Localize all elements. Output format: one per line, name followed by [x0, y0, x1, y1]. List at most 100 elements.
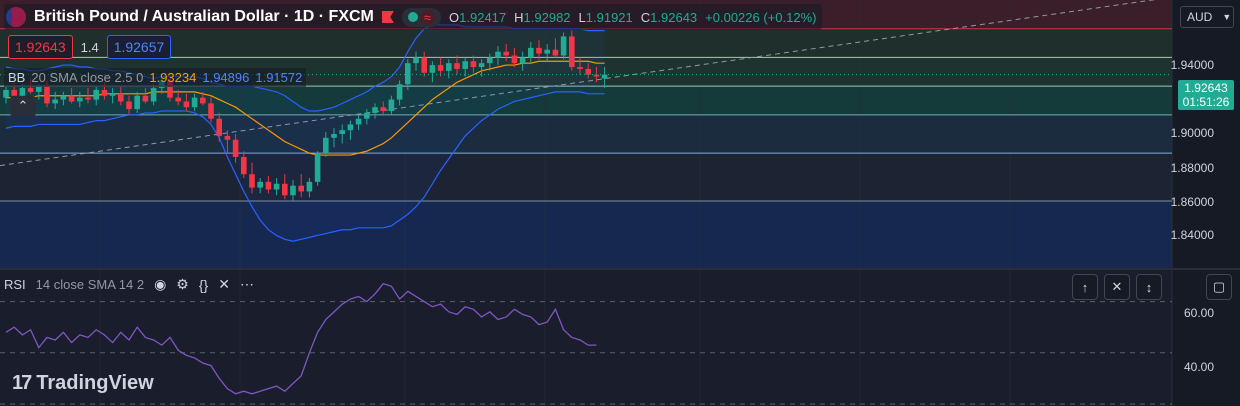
rsi-name: RSI [4, 277, 26, 292]
zone-blue-light [0, 114, 1172, 154]
brand-name: TradingView [36, 372, 154, 394]
bb-basis-value: 1.93234 [149, 70, 197, 85]
buy-button[interactable]: 1.92657 [106, 35, 172, 59]
candle-body [93, 89, 99, 100]
candle-body [265, 181, 272, 190]
rsi-tick: 40.00 [1183, 360, 1214, 374]
candle-body [364, 112, 370, 119]
candle-body [142, 95, 149, 102]
candle-body [224, 135, 231, 140]
pane-maximize: ▢ [1152, 274, 1232, 300]
candle-body [60, 95, 67, 100]
candle-body [109, 93, 116, 96]
candle-body [454, 63, 460, 69]
rsi-pane [0, 282, 1172, 405]
collapse-icon: ⌃ [17, 98, 29, 113]
candle-body [44, 86, 50, 104]
candle-body [85, 97, 91, 100]
candle-body [429, 65, 436, 73]
chart-header: British Pound / Australian Dollar · 1D ·… [4, 4, 823, 30]
candle-body [118, 93, 124, 102]
market-open-icon [407, 12, 418, 22]
bb-name: BB [8, 70, 26, 85]
collapse-legend-button[interactable]: ⌃ [10, 96, 36, 116]
chevron-down-icon: ▼ [1222, 12, 1232, 22]
candle-body [413, 57, 419, 64]
maximize-pane-button[interactable]: ▢ [1206, 274, 1232, 300]
ohlc-change: +0.00226 (+0.12%) [705, 9, 817, 25]
candle-body [601, 74, 608, 79]
candle-body [462, 61, 468, 69]
candle-body [585, 68, 591, 75]
candle-body [372, 107, 378, 113]
candle-body [241, 156, 247, 175]
market-status-pill[interactable]: ≈ [401, 7, 442, 27]
candle-body [593, 74, 600, 77]
price-tick: 1.86000 [1170, 195, 1214, 209]
candle-body [380, 107, 386, 112]
rsi-line [5, 282, 597, 395]
wave-icon: ≈ [419, 9, 436, 25]
candle-body [126, 101, 132, 110]
tradingview-logo[interactable]: 17 TradingView [12, 372, 154, 395]
spread-value: 1.4 [80, 39, 99, 55]
currency-selector[interactable]: AUD ▼ [1180, 6, 1234, 28]
rsi-legend[interactable]: RSI 14 close SMA 14 2 ◉ ⚙ {} ✕ ⋯ [4, 276, 254, 293]
close-icon[interactable]: ✕ [218, 276, 230, 292]
candles [0, 30, 1172, 201]
candle-body [405, 63, 411, 85]
candle-body [470, 61, 477, 67]
candle-body [536, 47, 542, 54]
candle-body [191, 97, 198, 108]
candle-body [519, 57, 526, 64]
price-tick: 1.88000 [1170, 161, 1214, 175]
rsi-tick: 60.00 [1183, 306, 1214, 320]
bb-legend[interactable]: BB 20 SMA close 2.5 0 1.93234 1.94896 1.… [4, 68, 307, 87]
candle-body [487, 57, 493, 64]
price-tick: 1.94000 [1170, 58, 1214, 72]
candle-body [569, 36, 575, 67]
candle-body [36, 86, 42, 92]
candle-body [167, 80, 173, 98]
symbol-title[interactable]: British Pound / Australian Dollar · 1D ·… [34, 8, 374, 25]
ohlc-readout: O1.92417 H1.92982 L1.91921 C1.92643 +0.0… [449, 10, 816, 25]
code-icon[interactable]: {} [198, 276, 209, 293]
candle-body [544, 49, 550, 54]
eye-icon[interactable]: ◉ [154, 276, 167, 292]
bar-countdown: 01:51:26 [1182, 95, 1230, 109]
candle-body [331, 134, 337, 138]
candle-body [478, 63, 485, 67]
move-pane-up-button[interactable]: ↑ [1072, 274, 1098, 300]
collapse-pane-icon: ↕ [1145, 279, 1153, 295]
rsi-params: 14 close SMA 14 2 [35, 277, 145, 292]
candle-body [323, 137, 329, 154]
candle-body [314, 153, 321, 182]
arrow-up-icon: ↑ [1081, 279, 1089, 295]
candle-body [175, 97, 181, 102]
flag-marker-icon[interactable] [381, 11, 394, 23]
price-tick: 1.84000 [1170, 228, 1214, 242]
candle-body [216, 118, 222, 136]
candle-body [3, 89, 9, 98]
candle-body [552, 49, 559, 56]
candle-body [27, 88, 34, 92]
candle-body [388, 99, 395, 112]
settings-icon[interactable]: ⚙ [176, 276, 189, 292]
zone-green [0, 28, 1172, 58]
candle-body [150, 88, 157, 102]
candle-body [421, 57, 427, 73]
candle-body [273, 183, 280, 190]
current-price-label: 1.92643 01:51:26 [1178, 80, 1234, 110]
collapse-pane-button[interactable]: ↕ [1136, 274, 1162, 300]
sell-button[interactable]: 1.92643 [8, 35, 73, 59]
delete-pane-button[interactable]: ✕ [1104, 274, 1130, 300]
current-price: 1.92643 [1184, 81, 1228, 95]
pane-controls: ↑ ✕ ↕ [1072, 274, 1162, 300]
candle-body [503, 51, 509, 56]
candle-body [11, 89, 17, 96]
candle-body [200, 97, 206, 104]
symbol-flag-icon [6, 7, 26, 27]
candle-body [446, 63, 452, 71]
more-icon[interactable]: ⋯ [239, 276, 254, 292]
